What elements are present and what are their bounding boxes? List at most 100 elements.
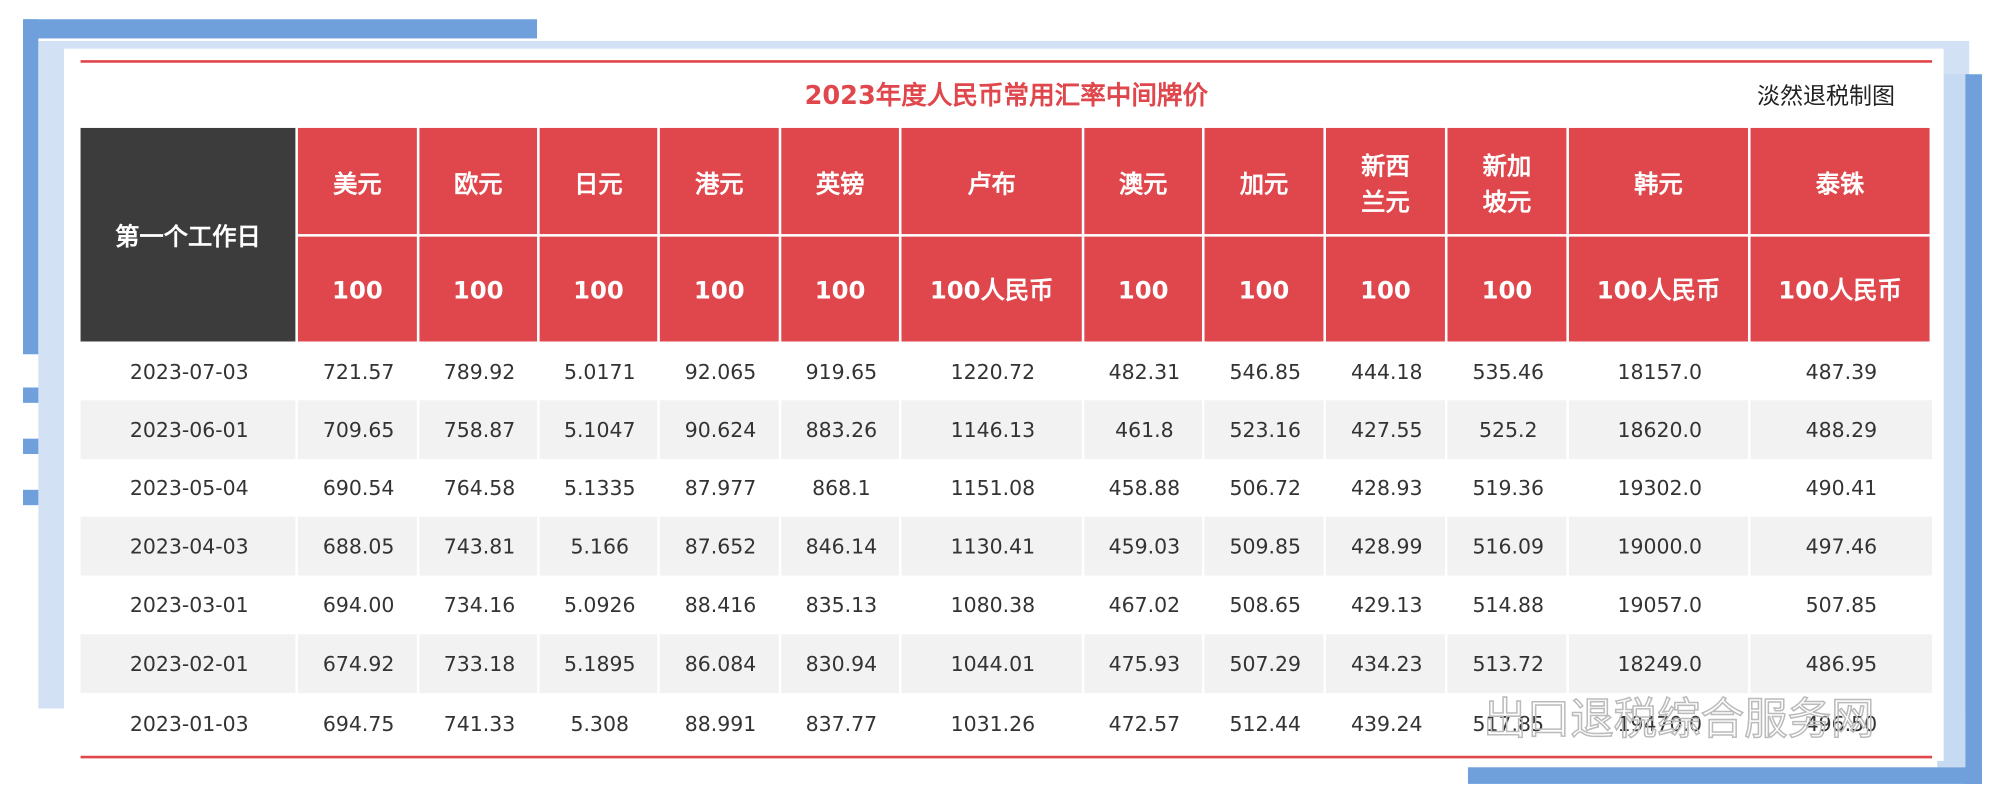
cell: 2023-06-01: [130, 418, 249, 442]
cell: 846.14: [806, 534, 878, 558]
header-cell: [1326, 127, 1445, 235]
cell: 2023-02-01: [130, 652, 249, 676]
header-text: 新加坡元: [1483, 152, 1532, 217]
header-text: 澳元: [1119, 169, 1168, 198]
cell: 789.92: [444, 360, 516, 384]
cell: 434.23: [1351, 652, 1423, 676]
unit-text: 100人民币: [1597, 276, 1721, 305]
unit-text: 100人民币: [930, 276, 1054, 305]
header-cell: [1447, 236, 1567, 342]
cell: 1146.13: [951, 418, 1036, 442]
header-cell: [1568, 236, 1748, 342]
table: 第一个工作日 美元 100 欧元 100 日元 100 港元 100 英镑 100 卢布 100人民币 澳…: [80, 127, 1933, 755]
cell: 1220.72: [951, 360, 1036, 384]
row-bg: [80, 634, 1933, 694]
cell: 482.31: [1109, 360, 1181, 384]
cell: 830.94: [806, 652, 878, 676]
cell: 517.85: [1472, 712, 1544, 736]
cell: 523.16: [1230, 418, 1302, 442]
cell: 2023-03-01: [130, 593, 249, 617]
cell: 18249.0: [1617, 652, 1702, 676]
cell: 688.05: [323, 534, 395, 558]
unit-text: 100: [1482, 276, 1533, 305]
cell: 19470.0: [1617, 712, 1702, 736]
header-cell: [659, 127, 779, 235]
header-text: 泰铢: [1816, 169, 1865, 198]
row-bg: [80, 400, 1933, 460]
watermark: 出口退税综合服务网: [1483, 695, 1874, 745]
cell: 741.33: [444, 712, 516, 736]
header-text: 卢布: [967, 169, 1016, 198]
cell: 19302.0: [1617, 476, 1702, 500]
credit: 淡然退税制图: [1757, 84, 1895, 110]
cell: 475.93: [1109, 652, 1181, 676]
header-text: 第一个工作日: [115, 222, 261, 251]
header-cell: [901, 127, 1082, 235]
header-text: 日元: [574, 169, 623, 198]
header-cell: [297, 127, 417, 235]
cell: 525.2: [1479, 418, 1538, 442]
cell: 19057.0: [1617, 593, 1702, 617]
header-cell: [1750, 127, 1930, 235]
header-cell: [539, 236, 658, 342]
header-text: 加元: [1239, 169, 1289, 198]
header-cell: [297, 236, 417, 342]
cell: 5.1895: [564, 652, 636, 676]
cell: 87.652: [685, 534, 757, 558]
cell: 507.29: [1230, 652, 1302, 676]
cell: 19000.0: [1617, 534, 1702, 558]
cell: 1031.26: [951, 712, 1036, 736]
cell: 18620.0: [1617, 418, 1702, 442]
cell: 5.0926: [564, 593, 636, 617]
cell: 486.95: [1806, 652, 1878, 676]
cell: 461.8: [1115, 418, 1174, 442]
cell: 690.54: [323, 476, 395, 500]
unit-text: 100: [573, 276, 624, 305]
cell: 88.991: [685, 712, 757, 736]
cell: 5.1335: [564, 476, 636, 500]
cell: 458.88: [1109, 476, 1181, 500]
header-cell: [80, 127, 296, 342]
unit-text: 100: [332, 276, 383, 305]
header-cell: [1750, 236, 1930, 342]
cell: 5.308: [570, 712, 629, 736]
cell: 490.41: [1806, 476, 1878, 500]
unit-text: 100: [453, 276, 504, 305]
header-text: 港元: [695, 169, 744, 198]
header-text: 美元: [333, 169, 382, 198]
header-cell: [1326, 236, 1445, 342]
cell: 488.29: [1806, 418, 1878, 442]
cell: 835.13: [806, 593, 878, 617]
cell: 1151.08: [951, 476, 1036, 500]
cell: 2023-05-04: [130, 476, 249, 500]
header-text: 英镑: [816, 169, 865, 198]
cell: 1130.41: [951, 534, 1036, 558]
row-bg: [80, 516, 1933, 576]
header-cell: [1084, 236, 1202, 342]
cell: 694.00: [323, 593, 395, 617]
header-cell: [1568, 127, 1748, 235]
header-cell: [901, 236, 1082, 342]
header-text: 韩元: [1634, 169, 1683, 198]
cell: 5.166: [570, 534, 629, 558]
cell: 883.26: [806, 418, 878, 442]
cell: 439.24: [1351, 712, 1423, 736]
unit-text: 100: [815, 276, 866, 305]
cell: 472.57: [1109, 712, 1181, 736]
cell: 514.88: [1472, 593, 1544, 617]
cell: 87.977: [685, 476, 757, 500]
unit-text: 100: [1239, 276, 1290, 305]
header-cell: [1204, 127, 1324, 235]
cell: 764.58: [444, 476, 516, 500]
cell: 516.09: [1472, 534, 1544, 558]
cell: 86.084: [685, 652, 757, 676]
cell: 734.16: [444, 593, 516, 617]
cell: 721.57: [323, 360, 395, 384]
unit-text: 100: [1360, 276, 1411, 305]
cell: 88.416: [685, 593, 757, 617]
header-cell: [419, 236, 538, 342]
header-text: 欧元: [454, 169, 503, 198]
cell: 5.0171: [564, 360, 636, 384]
cell: 733.18: [444, 652, 516, 676]
